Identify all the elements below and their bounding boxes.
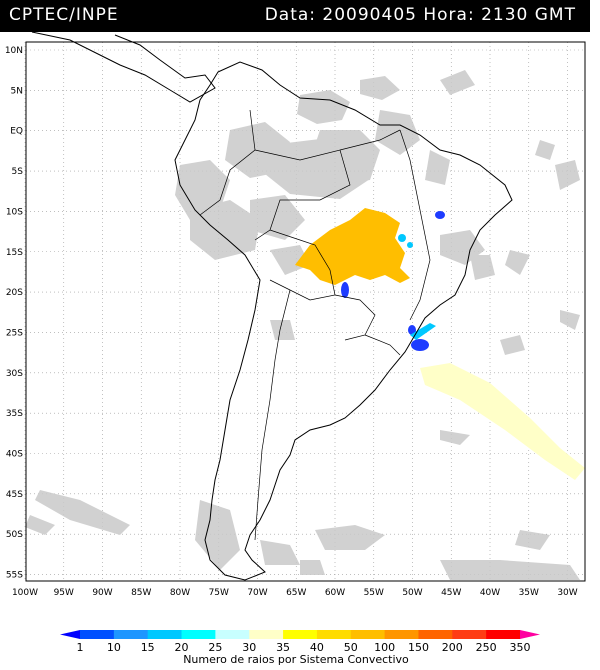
lon-label: 50W: [402, 588, 422, 598]
coastline-south-america: [174, 61, 513, 581]
coastline-central-america: [31, 32, 216, 103]
datetime-label: Data: 20090405 Hora: 2130 GMT: [265, 5, 576, 25]
lon-label: 75W: [209, 588, 229, 598]
legend-swatch: [486, 630, 521, 639]
legend-swatch: [316, 630, 352, 639]
legend-swatch: [350, 630, 386, 639]
legend-value: 20: [175, 641, 189, 654]
lon-label: 65W: [286, 588, 306, 598]
lat-label: 30S: [6, 369, 23, 379]
lat-label: 20S: [6, 288, 23, 298]
legend-swatch: [80, 630, 115, 639]
front-band: [420, 363, 585, 480]
lon-label: 30W: [557, 588, 577, 598]
lon-label: 90W: [92, 588, 112, 598]
lightning-map: 10N5NEQ5S10S15S20S25S30S35S40S45S50S55S …: [5, 32, 586, 666]
lat-label: 5N: [11, 86, 23, 96]
legend-swatch: [452, 630, 487, 639]
lon-label: 45W: [441, 588, 461, 598]
lat-label: 50S: [6, 530, 23, 540]
lat-label: 35S: [6, 409, 23, 419]
legend-value: 350: [510, 641, 531, 654]
lightning-cells-blue: [341, 211, 445, 351]
data-label: Data:: [264, 5, 317, 25]
longitude-labels: 100W 95W 90W 85W 80W 75W 70W 65W 60W 55W 50W 45W 40W…: [12, 588, 578, 598]
legend-value: 10: [107, 641, 121, 654]
lon-label: 55W: [364, 588, 384, 598]
legend-value: 25: [208, 641, 222, 654]
lat-label: 5S: [12, 167, 24, 177]
cloud-cover: [25, 70, 580, 580]
legend-value: 250: [476, 641, 497, 654]
lon-label: 100W: [12, 588, 38, 598]
legend-swatch: [113, 630, 149, 639]
lat-label: 55S: [6, 571, 23, 581]
legend-swatch: [60, 630, 80, 639]
lon-label: 35W: [519, 588, 539, 598]
lon-label: 80W: [170, 588, 190, 598]
date-value: 20090405: [322, 5, 417, 25]
lat-label: 25S: [6, 328, 23, 338]
legend-swatch: [384, 630, 419, 639]
lat-label: 15S: [6, 248, 23, 258]
legend: 1 10 15 20 25 30 35 40 50 100 150 200 250 350 Numero d…: [60, 630, 540, 666]
legend-value: 200: [442, 641, 463, 654]
lon-label: 60W: [325, 588, 345, 598]
convective-system-orange: [295, 208, 410, 285]
legend-swatch: [418, 630, 453, 639]
map-frame: [25, 41, 586, 582]
map-area: [26, 32, 585, 581]
lon-label: 95W: [54, 588, 74, 598]
time-value: 2130 GMT: [481, 5, 576, 25]
lat-label: 10S: [6, 207, 23, 217]
lat-label: 10N: [5, 46, 23, 56]
latitude-labels: 10N 5N EQ 5S 10S 15S 20S 25S 30S 35S 40S 45S 50S 55S: [5, 46, 23, 581]
hora-label: Hora:: [423, 5, 475, 25]
legend-swatch: [181, 630, 216, 639]
lon-label: 70W: [247, 588, 267, 598]
lat-label: 40S: [6, 450, 23, 460]
lightning-cells-cyan: [398, 234, 436, 340]
legend-swatch: [249, 630, 284, 639]
legend-value: 150: [408, 641, 429, 654]
legend-value: 30: [242, 641, 256, 654]
lon-label: 85W: [131, 588, 151, 598]
legend-swatch: [283, 630, 318, 639]
map-header: CPTEC/INPE Data: 20090405 Hora: 2130 GMT: [0, 0, 590, 32]
legend-value: 50: [344, 641, 358, 654]
lat-label: EQ: [10, 127, 23, 137]
agency-label: CPTEC/INPE: [9, 5, 119, 25]
legend-value: 15: [141, 641, 155, 654]
lon-label: 40W: [480, 588, 500, 598]
legend-value: 40: [310, 641, 324, 654]
legend-value: 1: [77, 641, 84, 654]
country-borders: [199, 109, 431, 541]
legend-swatch: [520, 630, 540, 639]
legend-title: Numero de raios por Sistema Convectivo: [183, 653, 409, 666]
legend-swatch: [215, 630, 250, 639]
lat-label: 45S: [6, 490, 23, 500]
legend-value: 100: [374, 641, 395, 654]
legend-swatch: [147, 630, 183, 639]
legend-value: 35: [276, 641, 290, 654]
